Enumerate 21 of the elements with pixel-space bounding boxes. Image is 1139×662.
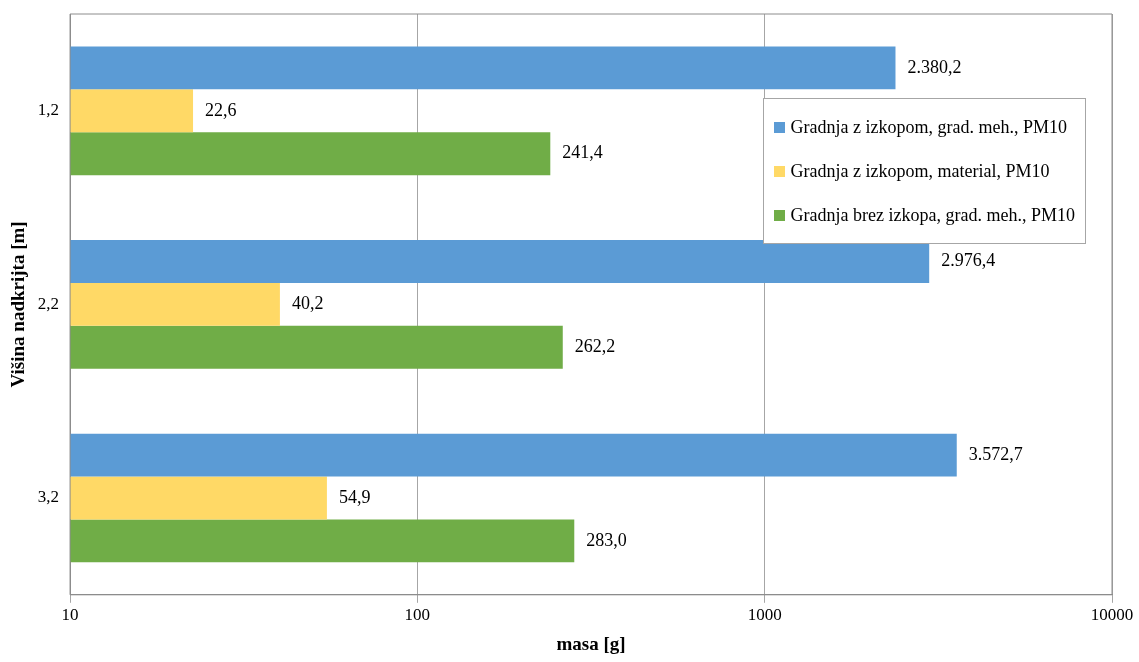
legend-label: Gradnja brez izkopa, grad. meh., PM10 — [790, 204, 1075, 226]
y-tick-label: 3,2 — [37, 487, 60, 507]
y-axis-title: Višina nadkrijta [m] — [7, 221, 29, 388]
data-label: 40,2 — [291, 293, 324, 314]
y-tick-label: 1,2 — [37, 100, 60, 120]
x-tick-label: 10000 — [1090, 605, 1134, 625]
x-tick-label: 100 — [404, 605, 431, 625]
data-label: 54,9 — [338, 486, 371, 507]
data-label: 22,6 — [205, 99, 237, 120]
data-label: 3.572,7 — [968, 443, 1023, 464]
legend-label: Gradnja z izkopom, material, PM10 — [790, 160, 1050, 182]
data-label: 2.976,4 — [941, 250, 996, 271]
data-label: 283,0 — [586, 529, 627, 550]
y-tick-label: 2,2 — [37, 293, 60, 313]
data-label: 2.380,2 — [907, 56, 962, 77]
legend-label: Gradnja z izkopom, grad. meh., PM10 — [790, 116, 1068, 138]
x-axis-title: masa [g] — [556, 632, 626, 654]
x-tick-label: 1000 — [747, 605, 782, 625]
x-tick-label: 10 — [61, 605, 79, 625]
data-label: 262,2 — [574, 336, 616, 357]
data-label: 241,4 — [562, 142, 603, 163]
